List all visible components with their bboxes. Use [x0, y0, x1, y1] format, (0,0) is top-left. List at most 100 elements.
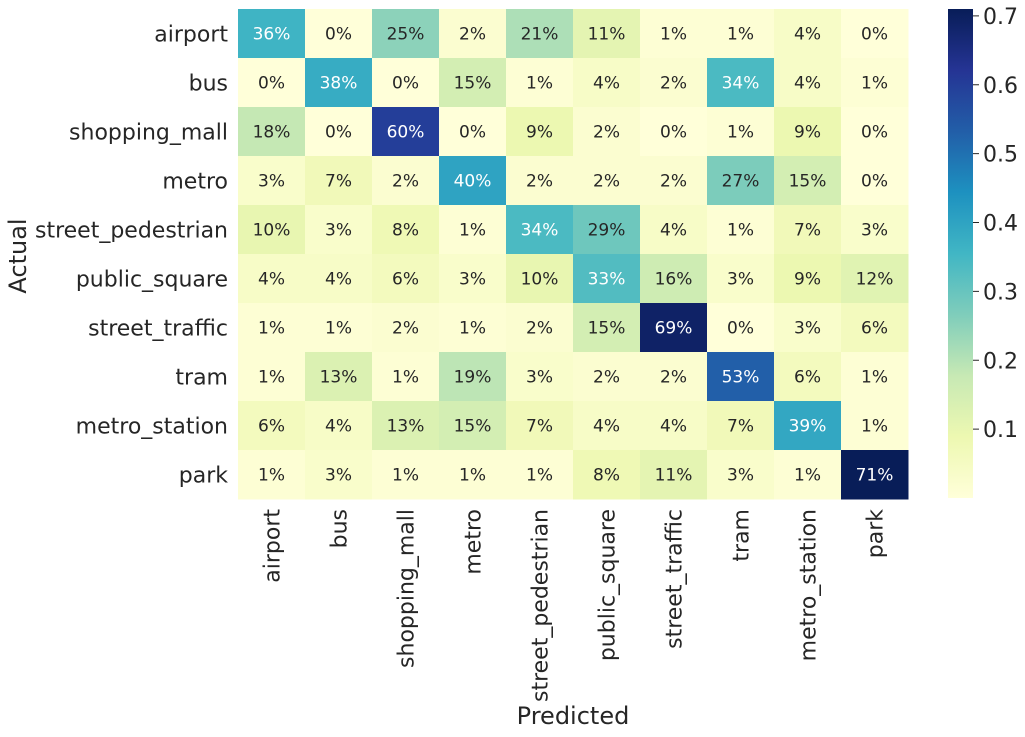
x-tick-label: park	[864, 509, 889, 558]
heatmap-cell	[707, 58, 775, 108]
x-tick-label: airport	[261, 509, 286, 583]
cell-value-label: 38%	[320, 74, 358, 94]
heatmap-cell	[640, 107, 708, 157]
x-tick-label: street_pedestrian	[529, 509, 554, 702]
cell-value-label: 10%	[521, 270, 559, 290]
heatmap-cell	[238, 352, 306, 402]
heatmap-cell	[506, 352, 574, 402]
heatmap-cell	[841, 156, 909, 206]
heatmap-cell	[238, 9, 306, 59]
cell-value-label: 4%	[794, 25, 821, 45]
cell-value-label: 4%	[325, 270, 352, 290]
cell-value-label: 3%	[459, 270, 486, 290]
heatmap-cell	[506, 9, 574, 59]
cell-value-label: 53%	[722, 368, 760, 388]
cell-value-label: 9%	[526, 123, 553, 143]
y-tick-label: shopping_mall	[69, 121, 228, 146]
cell-value-label: 3%	[526, 368, 553, 388]
cell-value-label: 8%	[593, 466, 620, 486]
heatmap-cell	[707, 205, 775, 255]
colorbar-tick-label: 0.7	[983, 5, 1018, 30]
cell-value-label: 2%	[593, 172, 620, 192]
heatmap-cell	[439, 107, 507, 157]
heatmap-cell	[841, 303, 909, 353]
x-tick-labels: airport bus shopping_mall metro street_pedes…	[261, 509, 889, 702]
cell-value-label: 0%	[861, 25, 888, 45]
heatmap-cell-labels: 36% 0% 25% 2% 21% 11% 1% 1% 4% 0% 0% 38% 0% 15% 1% 4% 2%…	[253, 25, 894, 486]
heatmap-cell	[372, 107, 440, 157]
heatmap-cell	[506, 303, 574, 353]
heatmap-cell	[506, 401, 574, 451]
cell-value-label: 1%	[459, 466, 486, 486]
heatmap-cells	[238, 9, 909, 500]
heatmap-cell	[372, 352, 440, 402]
cell-value-label: 0%	[325, 25, 352, 45]
cell-value-label: 27%	[722, 172, 760, 192]
heatmap-cell	[238, 254, 306, 304]
cell-value-label: 7%	[727, 417, 754, 437]
cell-value-label: 1%	[325, 319, 352, 339]
heatmap-cell	[305, 9, 373, 59]
cell-value-label: 1%	[392, 368, 419, 388]
cell-value-label: 8%	[392, 221, 419, 241]
heatmap-cell	[774, 9, 842, 59]
heatmap-cell	[372, 9, 440, 59]
y-tick-label: street_traffic	[88, 317, 228, 342]
cell-value-label: 11%	[588, 25, 626, 45]
cell-value-label: 4%	[794, 74, 821, 94]
cell-value-label: 2%	[660, 74, 687, 94]
cell-value-label: 3%	[727, 270, 754, 290]
heatmap-cell	[707, 107, 775, 157]
heatmap-cell	[506, 58, 574, 108]
cell-value-label: 60%	[387, 123, 425, 143]
heatmap-cell	[640, 9, 708, 59]
heatmap-cell	[573, 205, 641, 255]
heatmap-cell	[573, 352, 641, 402]
cell-value-label: 0%	[459, 123, 486, 143]
cell-value-label: 2%	[392, 319, 419, 339]
colorbar-tick-label: 0.4	[983, 212, 1018, 237]
y-tick-label: bus	[189, 72, 228, 97]
heatmap-cell	[238, 58, 306, 108]
heatmap-cell	[640, 450, 708, 500]
cell-value-label: 0%	[258, 74, 285, 94]
y-tick-label: airport	[154, 23, 228, 48]
cell-value-label: 1%	[459, 319, 486, 339]
heatmap-cell	[305, 450, 373, 500]
heatmap-cell	[841, 450, 909, 500]
cell-value-label: 1%	[392, 466, 419, 486]
x-tick-label: tram	[730, 509, 755, 562]
heatmap-cell	[372, 303, 440, 353]
heatmap-cell	[841, 254, 909, 304]
cell-value-label: 4%	[593, 74, 620, 94]
cell-value-label: 1%	[660, 25, 687, 45]
heatmap-cell	[506, 450, 574, 500]
heatmap-cell	[707, 303, 775, 353]
heatmap-cell	[573, 58, 641, 108]
cell-value-label: 15%	[454, 74, 492, 94]
heatmap-cell	[841, 9, 909, 59]
cell-value-label: 25%	[387, 25, 425, 45]
cell-value-label: 6%	[258, 417, 285, 437]
heatmap-cell	[305, 303, 373, 353]
heatmap-cell	[774, 58, 842, 108]
heatmap-cell	[305, 107, 373, 157]
x-tick-label: public_square	[596, 509, 621, 661]
cell-value-label: 0%	[861, 172, 888, 192]
heatmap-cell	[573, 156, 641, 206]
cell-value-label: 71%	[856, 466, 894, 486]
cell-value-label: 19%	[454, 368, 492, 388]
heatmap-cell	[238, 401, 306, 451]
cell-value-label: 3%	[325, 221, 352, 241]
cell-value-label: 4%	[325, 417, 352, 437]
heatmap-cell	[774, 205, 842, 255]
cell-value-label: 0%	[325, 123, 352, 143]
heatmap-cell	[573, 9, 641, 59]
heatmap-cell	[372, 58, 440, 108]
heatmap-cell	[238, 107, 306, 157]
cell-value-label: 33%	[588, 270, 626, 290]
heatmap-cell	[707, 254, 775, 304]
heatmap-cell	[372, 401, 440, 451]
cell-value-label: 13%	[387, 417, 425, 437]
